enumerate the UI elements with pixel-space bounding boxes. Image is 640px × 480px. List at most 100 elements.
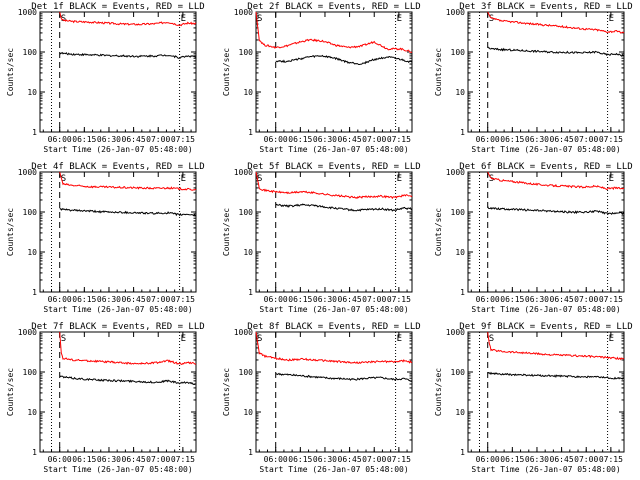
- y-axis-label: Counts/sec: [6, 208, 15, 256]
- plot-title: Det 3f BLACK = Events, RED = LLD: [459, 2, 632, 12]
- x-axis-label: Start Time (26-Jan-07 05:48:00): [471, 305, 620, 314]
- plot-frame: [255, 11, 413, 133]
- x-tick-label: 06:30: [313, 455, 337, 464]
- panel-det-5: Det 5f BLACK = Events, RED = LLD 1 10 100 10…: [222, 162, 421, 314]
- x-tick-label: 07:15: [171, 135, 195, 144]
- x-tick-label: 07:00: [574, 295, 598, 304]
- x-tick-label: 06:45: [338, 295, 362, 304]
- x-tick-label: 06:45: [122, 135, 146, 144]
- x-tick-label: 07:00: [362, 295, 386, 304]
- y-tick-label: 10: [455, 408, 465, 417]
- x-tick-label: 06:45: [550, 295, 574, 304]
- x-tick-label: 06:15: [500, 295, 524, 304]
- y-axis-label: Counts/sec: [434, 48, 443, 96]
- panel-det-8: Det 8f BLACK = Events, RED = LLD 1 10 100 10…: [222, 322, 421, 474]
- start-marker-label: S: [61, 14, 66, 24]
- y-tick-label: 100: [239, 48, 254, 57]
- series-lld-line: [59, 11, 197, 27]
- x-tick-label: 06:30: [525, 295, 549, 304]
- x-tick-label: 06:30: [313, 295, 337, 304]
- x-axis-label: Start Time (26-Jan-07 05:48:00): [259, 465, 408, 474]
- y-tick-label: 10: [27, 248, 37, 257]
- series-lld-line: [59, 331, 197, 365]
- y-tick-label: 1: [32, 128, 37, 137]
- end-marker-label: E: [181, 14, 186, 24]
- x-tick-label: 06:45: [550, 135, 574, 144]
- y-tick-label: 10: [27, 408, 37, 417]
- y-tick-label: 1: [460, 288, 465, 297]
- y-axis-label: Counts/sec: [434, 368, 443, 416]
- series-lld-line: [255, 331, 413, 364]
- x-tick-label: 07:00: [146, 135, 170, 144]
- x-tick-label: 07:15: [387, 455, 411, 464]
- series-events-line: [59, 207, 197, 217]
- panel-det-3: Det 3f BLACK = Events, RED = LLD 1 10 100 10…: [434, 2, 633, 154]
- plot-frame: [467, 331, 625, 453]
- end-marker-label: E: [397, 174, 402, 184]
- y-axis-label: Counts/sec: [222, 48, 231, 96]
- x-tick-label: 06:00: [476, 295, 500, 304]
- x-tick-label: 06:45: [122, 455, 146, 464]
- y-axis-label: Counts/sec: [6, 48, 15, 96]
- y-axis-label: Counts/sec: [222, 368, 231, 416]
- y-tick-label: 100: [451, 208, 466, 217]
- series-lld-line: [255, 171, 413, 200]
- plot-frame: [255, 171, 413, 293]
- y-tick-label: 1000: [18, 8, 37, 17]
- end-marker-label: E: [609, 174, 614, 184]
- x-tick-label: 06:45: [338, 135, 362, 144]
- y-tick-label: 1: [248, 288, 253, 297]
- x-axis-label: Start Time (26-Jan-07 05:48:00): [259, 305, 408, 314]
- x-tick-label: 06:00: [48, 455, 72, 464]
- x-tick-label: 07:00: [146, 455, 170, 464]
- x-tick-label: 06:15: [288, 135, 312, 144]
- panel-det-7: Det 7f BLACK = Events, RED = LLD 1 10 100 10…: [6, 322, 205, 474]
- panel-det-4: Det 4f BLACK = Events, RED = LLD 1 10 100 10…: [6, 162, 205, 314]
- start-marker-label: S: [257, 174, 262, 184]
- series-events-line: [487, 206, 625, 216]
- y-tick-label: 1: [460, 448, 465, 457]
- start-marker-label: S: [61, 334, 66, 344]
- x-axis-label: Start Time (26-Jan-07 05:48:00): [259, 145, 408, 154]
- x-tick-label: 07:15: [171, 455, 195, 464]
- x-tick-label: 06:00: [264, 135, 288, 144]
- series-events-line: [59, 375, 196, 386]
- y-tick-label: 1000: [234, 168, 253, 177]
- x-tick-label: 06:45: [338, 455, 362, 464]
- y-tick-label: 10: [243, 408, 253, 417]
- x-tick-label: 06:30: [525, 455, 549, 464]
- end-marker-label: E: [181, 174, 186, 184]
- x-tick-label: 06:15: [72, 295, 96, 304]
- x-tick-label: 06:00: [476, 135, 500, 144]
- plot-title: Det 7f BLACK = Events, RED = LLD: [31, 322, 204, 332]
- panel-det-6: Det 6f BLACK = Events, RED = LLD 1 10 100 10…: [434, 162, 633, 314]
- end-marker-label: E: [397, 14, 402, 24]
- y-tick-label: 1000: [446, 8, 465, 17]
- y-tick-label: 1000: [446, 168, 465, 177]
- y-tick-label: 100: [23, 368, 38, 377]
- start-marker-label: S: [257, 14, 262, 24]
- x-tick-label: 06:45: [122, 295, 146, 304]
- x-tick-label: 06:00: [48, 135, 72, 144]
- plot-frame: [39, 11, 197, 133]
- series-events-line: [275, 372, 413, 382]
- x-tick-label: 06:30: [97, 135, 121, 144]
- plot-title: Det 6f BLACK = Events, RED = LLD: [459, 162, 632, 172]
- y-tick-label: 1: [248, 448, 253, 457]
- y-axis-label: Counts/sec: [222, 208, 231, 256]
- x-tick-label: 06:15: [288, 295, 312, 304]
- y-tick-label: 1: [460, 128, 465, 137]
- series-lld-line: [487, 11, 625, 34]
- y-axis-label: Counts/sec: [434, 208, 443, 256]
- y-tick-label: 100: [23, 208, 38, 217]
- end-marker-label: E: [609, 334, 614, 344]
- x-tick-label: 06:30: [313, 135, 337, 144]
- x-tick-label: 06:00: [264, 295, 288, 304]
- y-tick-label: 1000: [446, 328, 465, 337]
- start-marker-label: S: [257, 334, 262, 344]
- plot-frame: [467, 11, 625, 133]
- x-tick-label: 06:30: [525, 135, 549, 144]
- y-tick-label: 1: [248, 128, 253, 137]
- y-tick-label: 100: [23, 48, 38, 57]
- x-tick-label: 07:15: [171, 295, 195, 304]
